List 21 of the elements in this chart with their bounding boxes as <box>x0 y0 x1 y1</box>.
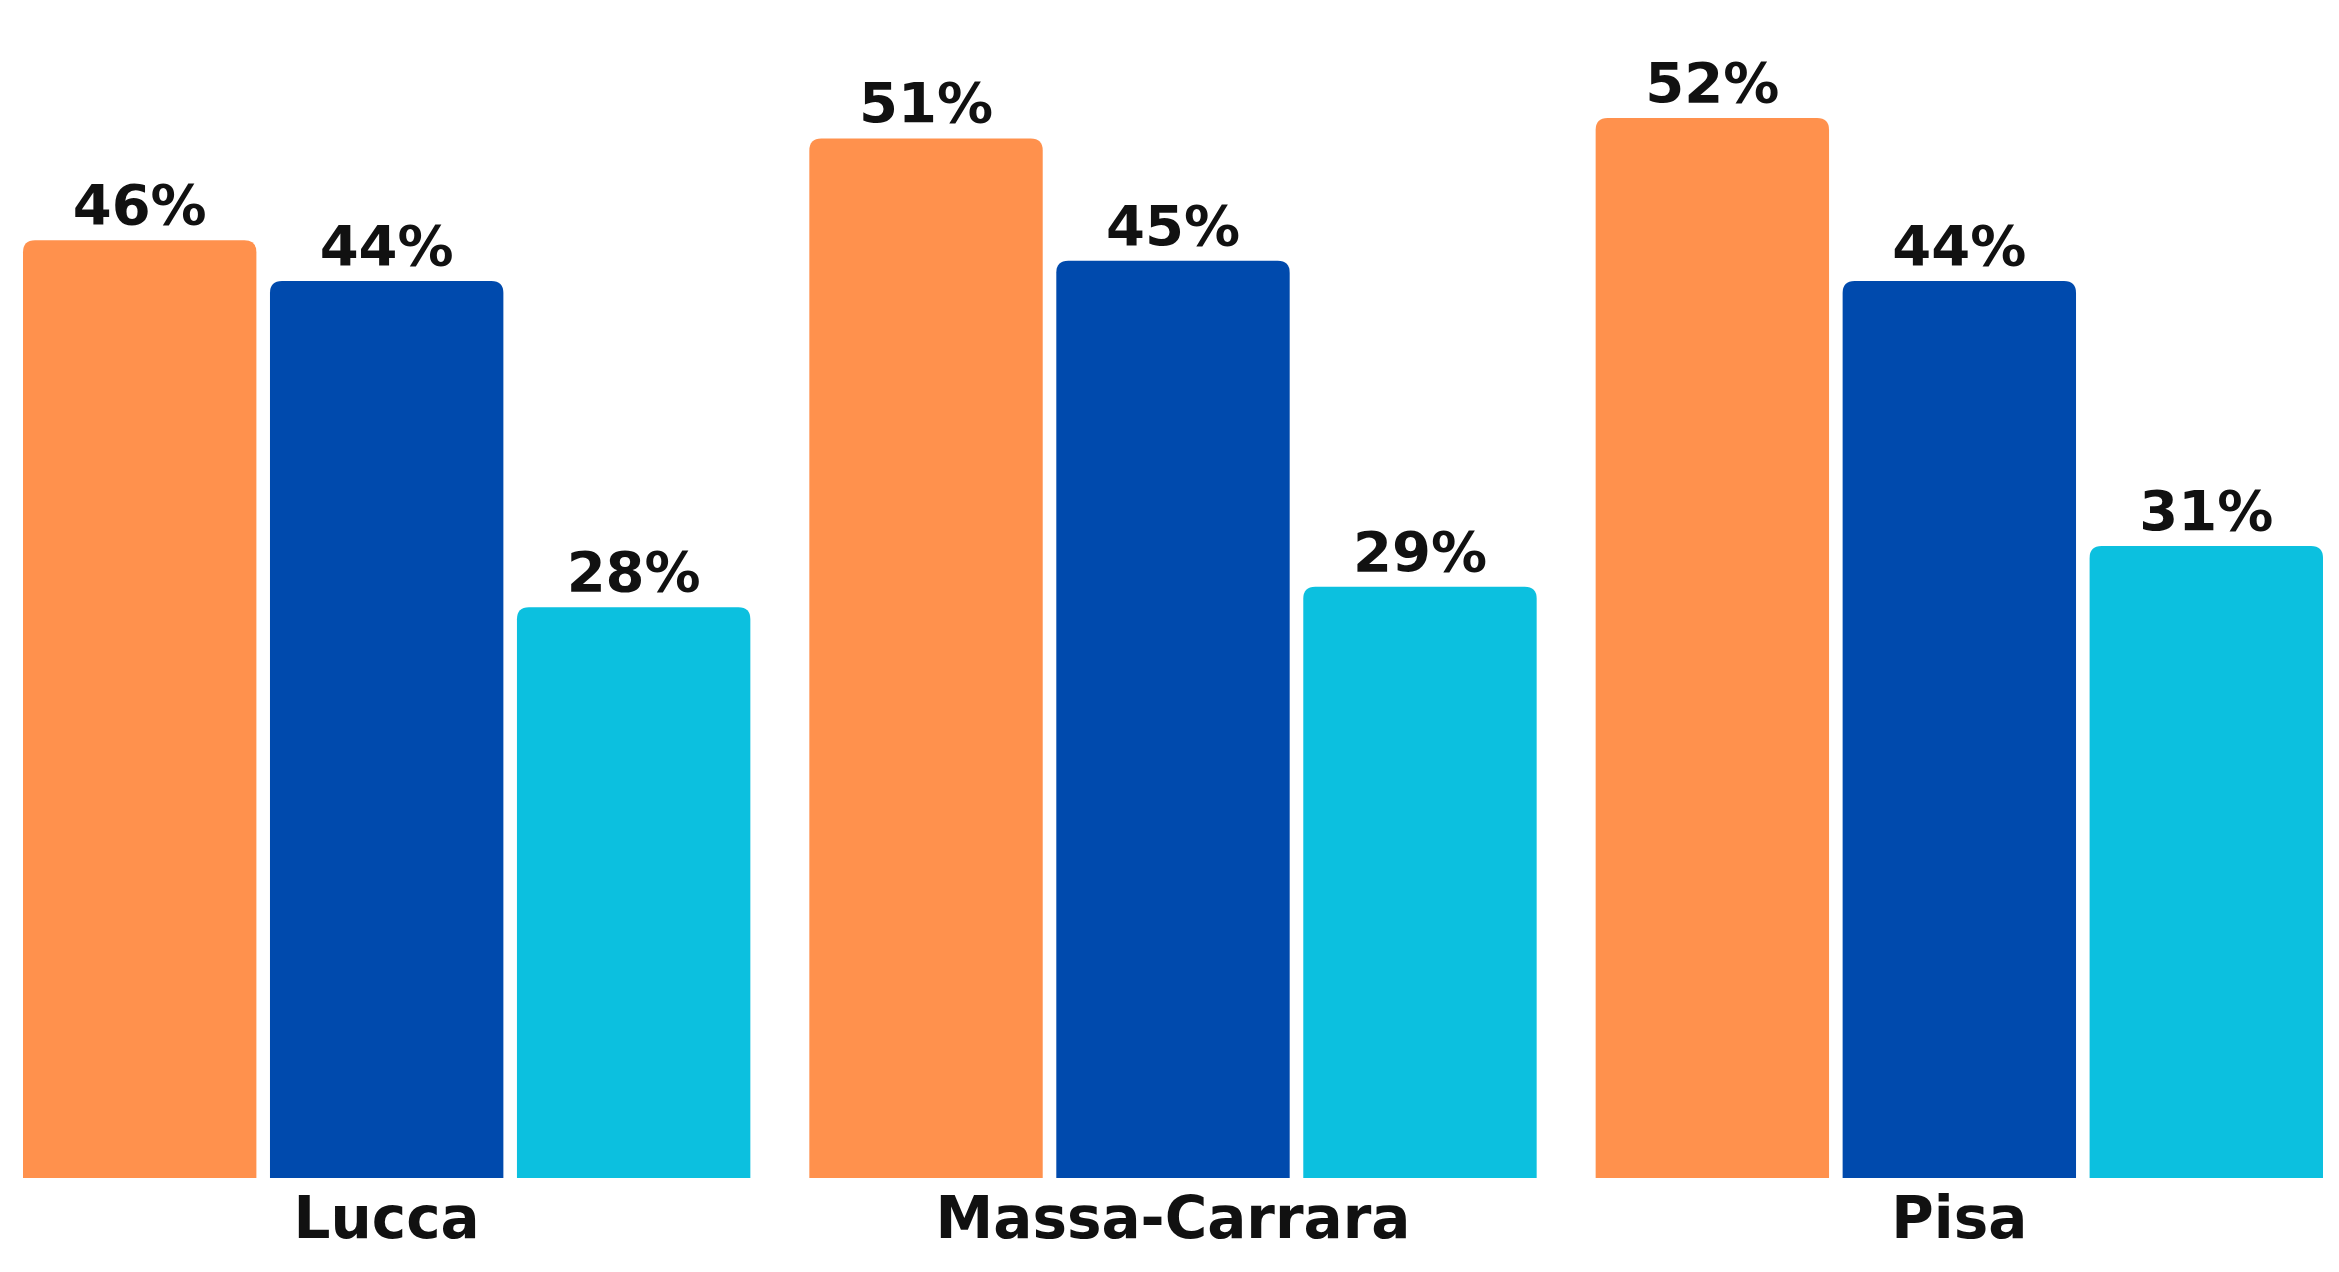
x-tick-label: Massa-Carrara <box>935 1184 1411 1252</box>
data-label: 31% <box>2139 478 2274 544</box>
bar <box>2089 546 2323 1178</box>
data-label: 29% <box>1352 518 1487 584</box>
data-label: 44% <box>1892 213 2027 279</box>
bar <box>1842 281 2077 1178</box>
bar <box>809 138 1043 1178</box>
x-tick-label: Lucca <box>293 1184 480 1252</box>
data-label: 52% <box>1645 50 1780 115</box>
data-label: 46% <box>72 172 207 238</box>
bar <box>1303 586 1537 1178</box>
bar <box>516 607 751 1178</box>
data-label: 45% <box>1105 192 1241 258</box>
data-label: 44% <box>319 213 454 279</box>
data-label: 28% <box>566 539 701 605</box>
bar <box>1595 118 1830 1178</box>
bar <box>269 281 504 1178</box>
bar <box>1056 260 1290 1178</box>
x-tick-label: Pisa <box>1891 1184 2028 1252</box>
data-label: 51% <box>859 70 994 136</box>
bar <box>23 240 257 1178</box>
